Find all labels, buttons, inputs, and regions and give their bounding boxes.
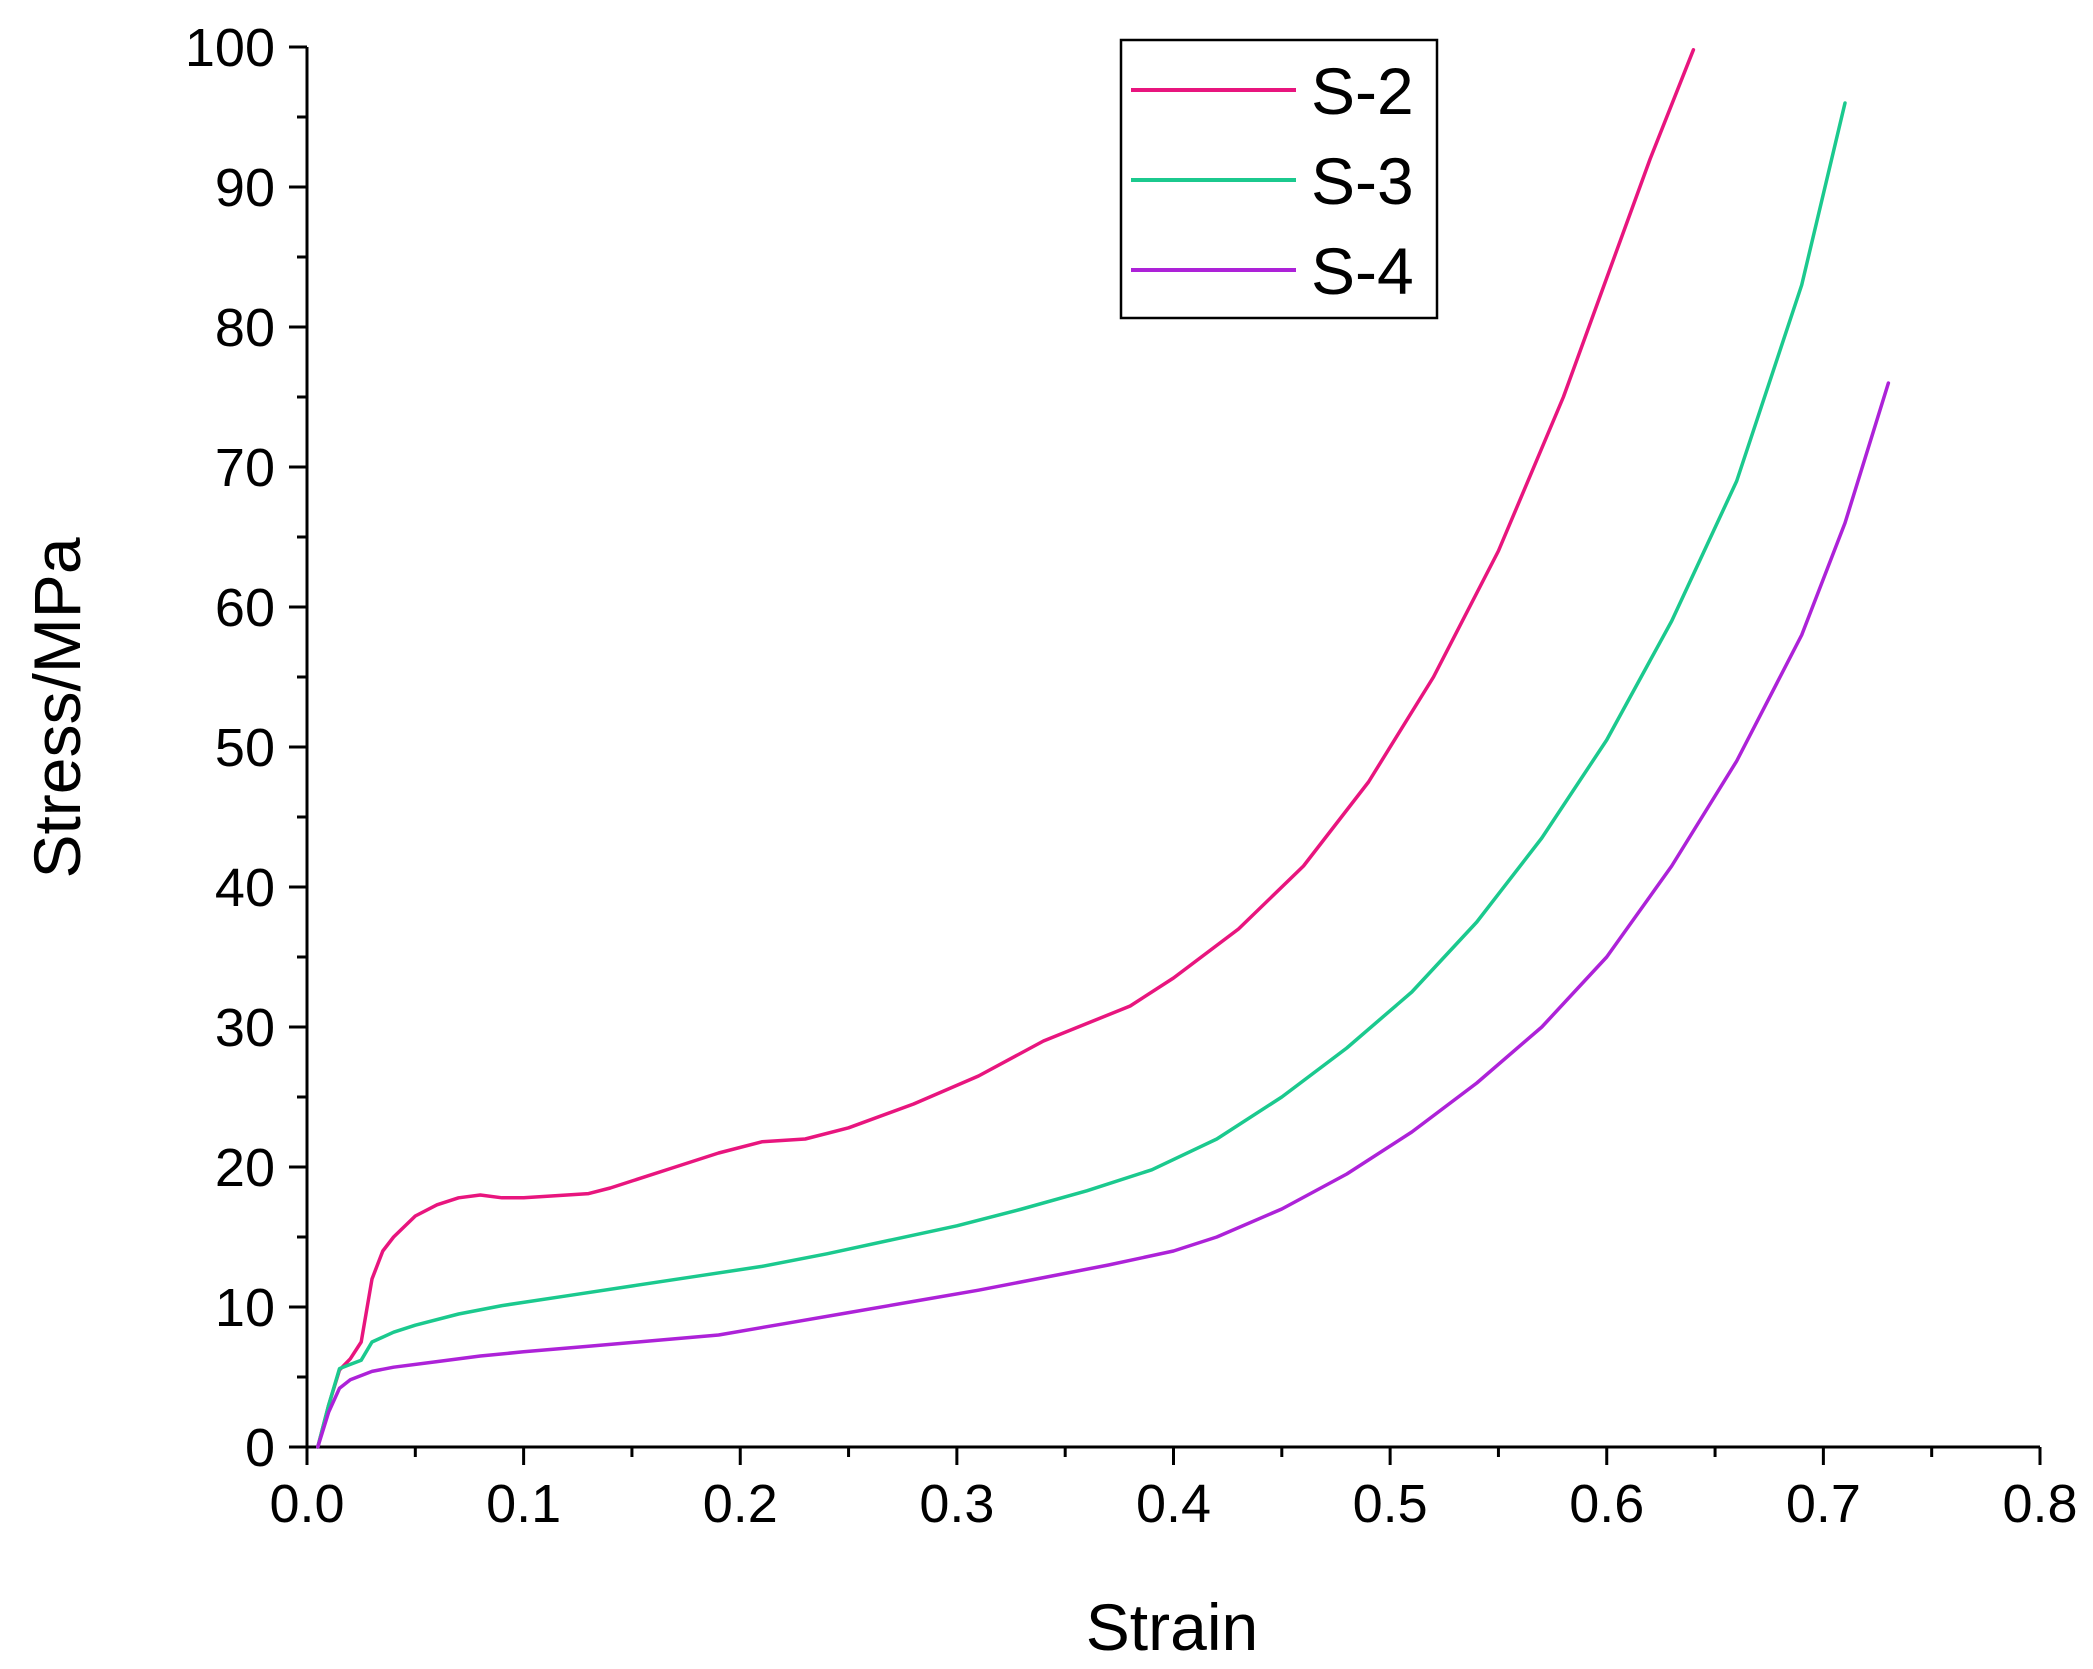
x-tick-label: 0.6 — [1569, 1474, 1644, 1534]
y-tick-label: 40 — [215, 858, 275, 918]
y-tick-label: 30 — [215, 998, 275, 1058]
series-line-s-3 — [316, 101, 1847, 1449]
y-axis-title: Stress/MPa — [20, 537, 94, 878]
legend-label-s-3: S-3 — [1311, 144, 1414, 218]
plot-lines — [316, 48, 1891, 1449]
y-tick-label: 100 — [185, 18, 275, 78]
y-tick-label: 0 — [245, 1418, 275, 1478]
x-tick-label: 0.4 — [1136, 1474, 1211, 1534]
y-tick-label: 50 — [215, 718, 275, 778]
x-tick-label: 0.8 — [2002, 1474, 2077, 1534]
y-tick-label: 90 — [215, 158, 275, 218]
x-axis-title: Strain — [1086, 1590, 1258, 1664]
x-tick-label: 0.3 — [919, 1474, 994, 1534]
x-tick-label: 0.2 — [703, 1474, 778, 1534]
y-tick-label: 80 — [215, 298, 275, 358]
y-tick-label: 60 — [215, 578, 275, 638]
legend: S-2 S-3 S-4 — [1119, 38, 1439, 320]
legend-label-s-2: S-2 — [1311, 54, 1414, 128]
legend-label-s-4: S-4 — [1311, 234, 1414, 308]
y-tick-label: 10 — [215, 1278, 275, 1338]
x-tick-label: 0.7 — [1786, 1474, 1861, 1534]
y-tick-label: 20 — [215, 1138, 275, 1198]
x-tick-label: 0.0 — [269, 1474, 344, 1534]
y-axis: 0 10 20 30 40 50 60 70 80 90 100 — [185, 18, 309, 1478]
series-line-s-4 — [316, 381, 1891, 1449]
x-tick-label: 0.1 — [486, 1474, 561, 1534]
y-tick-label: 70 — [215, 438, 275, 498]
x-tick-label: 0.5 — [1353, 1474, 1428, 1534]
series-line-s-2 — [316, 48, 1696, 1449]
x-axis: 0.0 0.1 0.2 0.3 0.4 0.5 0.6 0.7 0.8 — [269, 1445, 2078, 1534]
